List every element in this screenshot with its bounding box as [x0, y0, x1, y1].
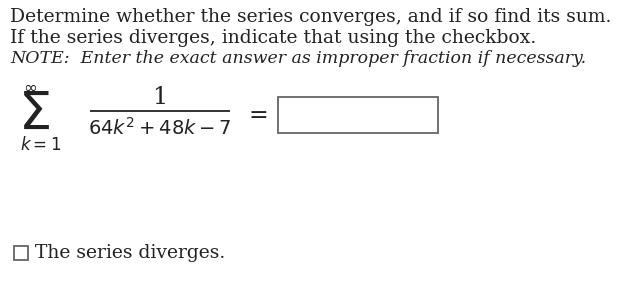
Text: =: =	[248, 104, 268, 126]
Text: NOTE:  Enter the exact answer as improper fraction if necessary.: NOTE: Enter the exact answer as improper…	[10, 50, 586, 67]
Text: $\Sigma$: $\Sigma$	[18, 90, 50, 140]
Text: Determine whether the series converges, and if so find its sum.: Determine whether the series converges, …	[10, 8, 611, 26]
FancyBboxPatch shape	[14, 246, 28, 260]
Text: If the series diverges, indicate that using the checkbox.: If the series diverges, indicate that us…	[10, 29, 536, 47]
Text: $\infty$: $\infty$	[23, 79, 37, 95]
FancyBboxPatch shape	[278, 97, 438, 133]
Text: 1: 1	[152, 86, 168, 110]
Text: $64k^2 + 48k - 7$: $64k^2 + 48k - 7$	[88, 117, 231, 139]
Text: $k{=}1$: $k{=}1$	[20, 136, 61, 154]
Text: The series diverges.: The series diverges.	[35, 244, 225, 262]
